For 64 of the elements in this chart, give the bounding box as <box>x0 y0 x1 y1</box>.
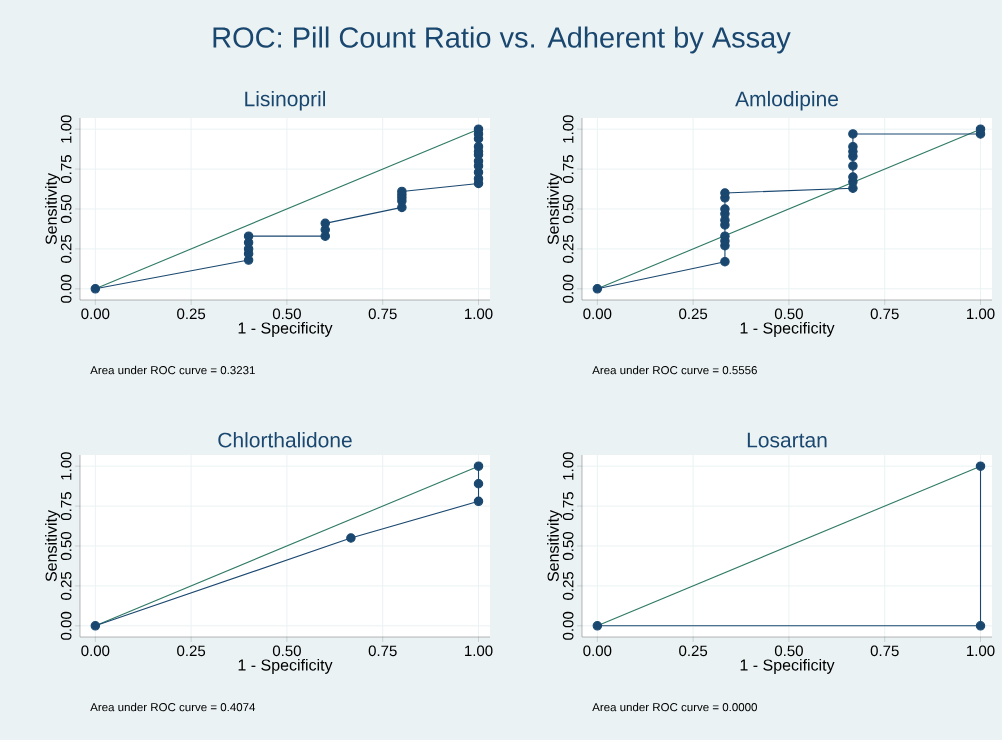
x-tick-label: 1.00 <box>967 308 995 320</box>
y-tick-label: 0.50 <box>60 531 72 560</box>
x-tick-label: 0.00 <box>81 645 110 657</box>
point <box>473 496 484 507</box>
x-tick-label: 0.50 <box>272 645 301 657</box>
text: Area under ROC curve = 0.5556 <box>592 365 757 375</box>
x-axis-title: 1 - Specificity <box>238 658 333 674</box>
y-tick-label: 1.00 <box>60 452 72 480</box>
x-tick-label: 1.00 <box>967 645 995 657</box>
y-tick-label: 0.75 <box>562 155 574 184</box>
point <box>473 478 484 489</box>
y-tick-label: 0.75 <box>562 492 574 521</box>
text: Area under ROC curve = 0.4074 <box>90 702 256 712</box>
x-tick-label: 0.25 <box>679 308 708 320</box>
x-tick-label: 0.50 <box>272 308 301 320</box>
chart-title: Chlorthalidone <box>218 432 352 448</box>
x-tick-label: 0.50 <box>774 645 803 657</box>
y-tick-label: 1.00 <box>562 452 574 480</box>
y-tick-label: 0.25 <box>60 234 72 263</box>
x-tick-label: 0.00 <box>583 645 612 657</box>
x-axis-title: 1 - Specificity <box>740 321 835 337</box>
point <box>720 256 730 267</box>
x-tick-label: 0.75 <box>870 645 899 657</box>
x-tick-label: 0.25 <box>177 308 206 320</box>
text: Area under ROC curve = 0.3231 <box>90 365 255 375</box>
y-axis-title: Sensitivity <box>547 173 563 245</box>
chart-title: Losartan <box>747 432 827 448</box>
y-tick-label: 0.50 <box>562 531 574 560</box>
chart-title: Amlodipine <box>735 90 838 111</box>
y-tick-label: 1.00 <box>60 115 72 143</box>
y-tick-label: 0.50 <box>60 194 72 223</box>
x-tick-label: 1.00 <box>465 645 493 657</box>
point <box>473 461 484 471</box>
x-tick-label: 0.25 <box>679 645 708 657</box>
x-tick-label: 0.00 <box>583 308 612 320</box>
chart-title: Lisinopril <box>245 90 326 111</box>
point <box>848 161 858 171</box>
x-axis-title: 1 - Specificity <box>740 658 835 674</box>
y-tick-label: 0.25 <box>60 571 72 600</box>
point <box>346 533 356 543</box>
x-tick-label: 0.25 <box>177 645 206 657</box>
point <box>90 621 101 631</box>
point <box>848 129 858 139</box>
y-tick-label: 0.75 <box>60 155 72 184</box>
x-tick-label: 1.00 <box>465 308 493 320</box>
text: Area under ROC curve = 0.0000 <box>592 702 757 712</box>
y-tick-label: 0.50 <box>562 194 574 223</box>
x-tick-label: 0.50 <box>774 308 803 320</box>
point <box>243 231 254 241</box>
point <box>592 284 603 294</box>
y-axis-title: Sensitivity <box>45 173 61 245</box>
y-tick-label: 0.25 <box>562 571 574 600</box>
y-tick-label: 0.25 <box>562 234 574 263</box>
text: ROC: Pill Count Ratio vs. Adherent by Assay <box>213 26 791 54</box>
y-axis-title: Sensitivity <box>45 510 61 582</box>
x-axis-title: 1 - Specificity <box>238 321 333 337</box>
x-tick-label: 0.75 <box>368 308 397 320</box>
x-tick-label: 0.00 <box>81 308 110 320</box>
y-tick-label: 1.00 <box>562 115 574 143</box>
x-tick-label: 0.75 <box>368 645 397 657</box>
point <box>90 284 101 294</box>
x-tick-label: 0.75 <box>870 308 899 320</box>
y-tick-label: 0.75 <box>60 492 72 521</box>
y-axis-title: Sensitivity <box>547 510 563 582</box>
